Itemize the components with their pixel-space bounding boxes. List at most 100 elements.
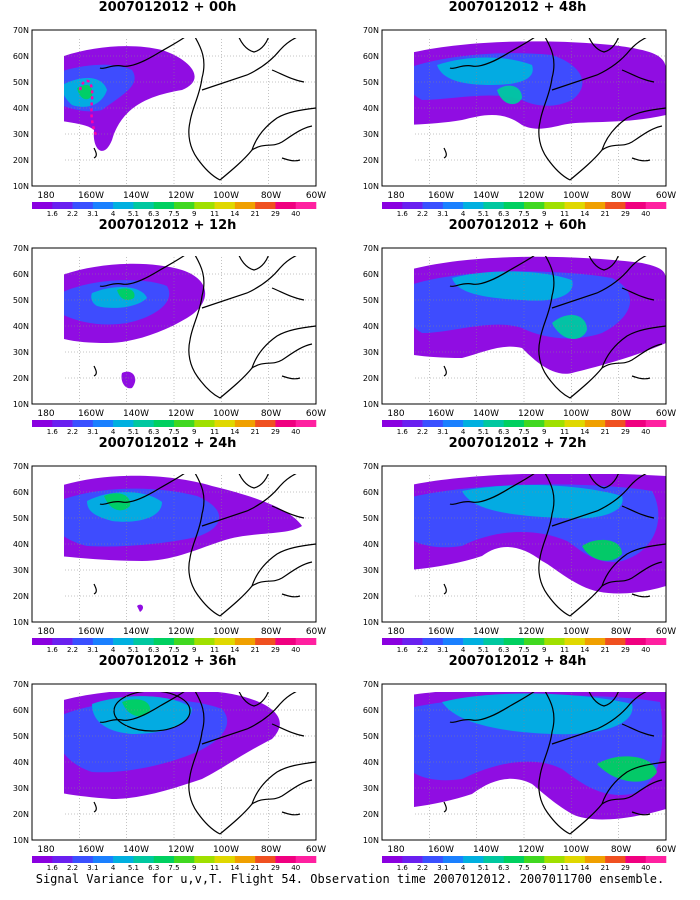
colorbar-swatch <box>625 638 647 645</box>
lon-label: 180 <box>387 627 404 637</box>
lat-label: 40N <box>13 322 29 331</box>
lat-label: 30N <box>363 784 379 793</box>
map-panel-p84: 2007012012 + 84h 70N 60N 50N 40N 30N 20N 10N 180… <box>350 654 685 874</box>
colorbar-swatch <box>52 420 73 427</box>
colorbar-label: 29 <box>621 864 630 872</box>
lat-label: 10N <box>363 182 379 191</box>
figure-caption: Signal Variance for u,v,T. Flight 54. Ob… <box>35 872 665 886</box>
colorbar-swatch <box>234 202 256 209</box>
lat-label: 20N <box>13 374 29 383</box>
lat-label: 30N <box>363 566 379 575</box>
colorbar-label: 29 <box>271 210 280 218</box>
colorbar-swatch <box>442 420 464 427</box>
colorbar-label: 6.3 <box>148 646 159 654</box>
variance-contour-2 <box>437 57 533 85</box>
colorbar-label: 14 <box>230 210 239 218</box>
lat-label: 40N <box>13 758 29 767</box>
colorbar-swatch <box>255 856 276 863</box>
colorbar-swatch <box>92 202 114 209</box>
lon-label: 60W <box>656 845 676 855</box>
lat-label: 40N <box>363 540 379 549</box>
lat-label: 50N <box>363 732 379 741</box>
colorbar-swatch <box>92 856 114 863</box>
colorbar-label: 5.1 <box>478 646 489 654</box>
lon-label: 60W <box>656 627 676 637</box>
colorbar-label: 29 <box>621 428 630 436</box>
colorbar-label: 1.6 <box>397 864 409 872</box>
colorbar-label: 9 <box>542 428 546 436</box>
map-frame <box>381 683 667 841</box>
lon-label: 80W <box>261 191 281 201</box>
colorbar-swatch <box>214 202 236 209</box>
lon-label: 100W <box>213 409 239 419</box>
colorbar-swatch <box>503 420 525 427</box>
colorbar-label: 4 <box>461 210 466 218</box>
colorbar-swatch <box>72 856 94 863</box>
colorbar-label: 6.3 <box>498 646 509 654</box>
map-panel-p36: 2007012012 + 36h 70N 60N 50N 40N 30N 20N 10N 180… <box>0 654 335 874</box>
lon-label: 80W <box>611 845 631 855</box>
colorbar-swatch <box>382 420 403 427</box>
colorbar-label: 40 <box>641 864 650 872</box>
colorbar-swatch <box>564 420 586 427</box>
lat-label: 10N <box>13 618 29 627</box>
colorbar-label: 9 <box>192 646 196 654</box>
lon-label: 60W <box>306 191 326 201</box>
map-panel-p24: 2007012012 + 24h 70N 60N 50N 40N 30N 20N 10N 180… <box>0 436 335 656</box>
lon-label: 100W <box>563 409 589 419</box>
colorbar-swatch <box>153 856 175 863</box>
colorbar-label: 11 <box>210 428 219 436</box>
colorbar-label: 11 <box>560 210 569 218</box>
lat-label: 40N <box>13 104 29 113</box>
colorbar-label: 9 <box>192 864 196 872</box>
target-area-ellipse <box>113 692 191 732</box>
variance-contour-3 <box>122 699 151 717</box>
colorbar-label: 4 <box>111 646 116 654</box>
colorbar-label: 14 <box>580 864 589 872</box>
lon-label: 180 <box>387 409 404 419</box>
colorbar-label: 3.1 <box>437 864 448 872</box>
colorbar-swatch <box>584 420 606 427</box>
colorbar-swatch <box>605 420 626 427</box>
colorbar-label: 21 <box>601 428 610 436</box>
colorbar-label: 1.6 <box>47 210 59 218</box>
map-svg: 70N 60N 50N 40N 30N 20N 10N 180 160W 140W 120W 100W… <box>363 462 676 654</box>
colorbar-label: 21 <box>251 646 260 654</box>
colorbar-label: 5.1 <box>128 864 139 872</box>
colorbar-swatch <box>52 202 73 209</box>
coastline <box>443 38 667 181</box>
lon-label: 160W <box>78 191 104 201</box>
colorbar-swatch <box>234 420 256 427</box>
colorbar-label: 1.6 <box>47 864 59 872</box>
lat-label: 20N <box>363 374 379 383</box>
colorbar-swatch <box>524 856 545 863</box>
lon-label: 140W <box>473 409 499 419</box>
colorbar-swatch <box>402 202 423 209</box>
lon-label: 160W <box>428 191 454 201</box>
lon-label: 140W <box>473 845 499 855</box>
colorbar-label: 3.1 <box>87 646 98 654</box>
flight-track <box>78 79 98 136</box>
colorbar-label: 2.2 <box>417 428 428 436</box>
panel-title: 2007012012 + 00h <box>98 0 237 15</box>
map-panel-p72: 2007012012 + 72h 70N 60N 50N 40N 30N 20N 10N 180… <box>350 436 685 656</box>
lat-label: 70N <box>363 26 379 35</box>
colorbar-swatch <box>174 638 195 645</box>
variance-contour-3 <box>582 539 622 561</box>
lat-label: 10N <box>363 836 379 845</box>
lat-label: 40N <box>363 104 379 113</box>
lon-label: 180 <box>37 191 54 201</box>
colorbar-label: 40 <box>641 210 650 218</box>
map-frame <box>381 465 667 623</box>
map-svg: 70N 60N 50N 40N 30N 20N 10N 180 160W 140W 120W 100W… <box>13 680 326 872</box>
colorbar-swatch <box>605 202 626 209</box>
colorbar-swatch <box>153 420 175 427</box>
colorbar-label: 2.2 <box>67 210 78 218</box>
lat-label: 70N <box>13 244 29 253</box>
map-svg: 70N 60N 50N 40N 30N 20N 10N 180 160W 140W 120W 100W… <box>363 244 676 436</box>
colorbar-swatch <box>645 856 667 863</box>
panel-title: 2007012012 + 36h <box>98 654 237 669</box>
colorbar-label: 4 <box>111 864 116 872</box>
colorbar-label: 5.1 <box>478 864 489 872</box>
colorbar-swatch <box>584 638 606 645</box>
